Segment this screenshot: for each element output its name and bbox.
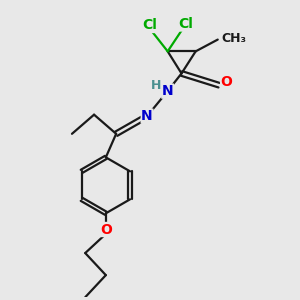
Text: CH₃: CH₃	[221, 32, 246, 45]
Text: O: O	[220, 75, 232, 89]
Text: H: H	[151, 79, 162, 92]
Text: N: N	[162, 84, 173, 98]
Text: O: O	[100, 223, 112, 236]
Text: Cl: Cl	[178, 17, 193, 31]
Text: Cl: Cl	[142, 18, 158, 32]
Text: N: N	[141, 109, 153, 123]
